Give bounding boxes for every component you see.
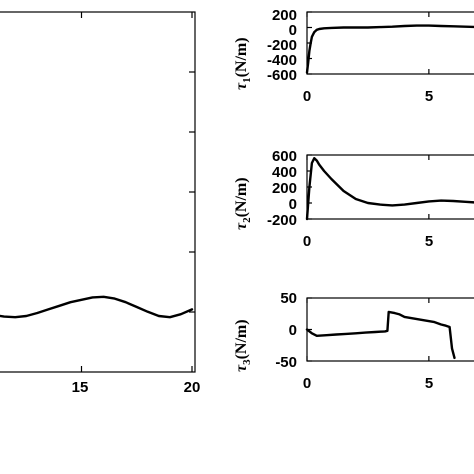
plot-tau3-ylabel-subscript: 3 [241,359,253,365]
plot-tau3: 50 0 -50 0 5 τ3(N/m) [233,290,474,392]
plot-tau2-ytick-label: -200 [267,212,297,229]
plot-tau3-xtick-label: 5 [425,375,433,392]
plot-tau1-ytick-label: -200 [267,37,297,54]
plot-tau2-xtick-label: 5 [425,233,433,250]
plot-tau1-ytick-label: 0 [289,22,297,39]
plot-tau1-ylabel-symbol: τ [233,82,250,90]
plot-tau2-ylabel-symbol: τ [233,222,250,230]
plot-tau2: 600 400 200 0 -200 0 5 τ2(N/m) [233,148,474,250]
plot-tau1-frame [306,11,474,75]
plot-tau1-ytick-label: -600 [267,67,297,84]
plot-tau2-ytick-label: 200 [272,180,297,197]
plot-tau2-ytick-label: 600 [272,148,297,165]
plot-main-ticks [80,12,195,372]
plot-tau1-ytick-label: -400 [267,52,297,69]
plot-tau2-xtick-label: 0 [303,233,311,250]
plot-tau3-xtick-label: 0 [303,375,311,392]
plot-tau2-frame [306,154,474,220]
plot-tau3-ylabel-unit: (N/m) [233,319,250,359]
plot-tau3-series-line [305,310,456,360]
plot-tau3-ticks [306,297,430,362]
plot-tau1-ylabel-subscript: 1 [241,77,253,83]
plot-tau1-ytick-label: 200 [272,7,297,24]
plot-tau1-xtick-label: 5 [425,88,433,105]
plot-tau1-xtick-label: 0 [303,88,311,105]
plot-tau3-ylabel: τ3(N/m) [233,319,253,372]
plot-main-series-line [0,295,194,319]
plot-tau1-ylabel: τ1(N/m) [233,37,253,90]
plot-tau3-ylabel-symbol: τ [233,364,250,372]
plot-main: 15 20 [0,11,201,396]
plot-tau2-ylabel: τ2(N/m) [233,177,253,230]
plot-tau2-series-line [305,157,474,221]
plot-main-frame [0,11,196,373]
plot-tau1-ticks [306,11,430,75]
plot-tau2-ylabel-unit: (N/m) [233,177,250,217]
plot-tau2-ytick-label: 400 [272,164,297,181]
plot-tau1: 200 0 -200 -400 -600 0 5 τ1(N/m) [233,7,474,105]
plot-tau3-ytick-label: 0 [289,322,297,339]
plot-tau2-ticks [306,154,430,220]
plot-tau2-ytick-label: 0 [289,196,297,213]
plot-main-xtick-label: 20 [184,379,201,396]
plot-tau3-ytick-label: 50 [280,290,297,307]
plot-tau2-ylabel-subscript: 2 [241,217,253,223]
plot-tau3-ytick-label: -50 [275,354,297,371]
plot-tau1-series-line [305,24,474,74]
plot-tau1-ylabel-unit: (N/m) [233,37,250,77]
plot-main-xtick-label: 15 [72,379,89,396]
